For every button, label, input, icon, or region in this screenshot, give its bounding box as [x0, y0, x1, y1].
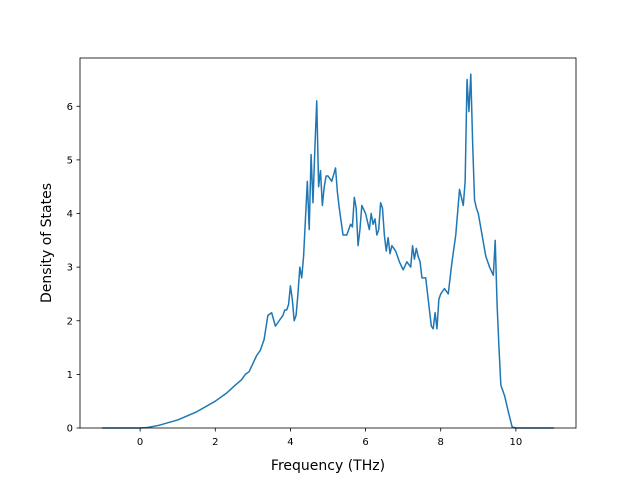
y-axis-ticks: 0 1 2 3 4 5 6 [67, 102, 80, 435]
y-tick-label: 3 [67, 263, 73, 274]
x-tick-label: 4 [287, 437, 293, 448]
y-axis-label: Density of States [39, 183, 55, 303]
x-axis-ticks: 0 2 4 6 8 10 [137, 428, 522, 448]
y-tick-label: 2 [67, 316, 73, 327]
y-tick-label: 0 [67, 424, 73, 435]
x-tick-label: 2 [212, 437, 218, 448]
plot-area [101, 73, 555, 429]
y-tick-label: 6 [67, 102, 73, 113]
x-tick-label: 0 [137, 437, 143, 448]
y-tick-label: 5 [67, 155, 73, 166]
x-axis-label: Frequency (THz) [271, 458, 385, 474]
x-tick-label: 10 [510, 437, 523, 448]
x-tick-label: 8 [438, 437, 444, 448]
x-tick-label: 6 [362, 437, 368, 448]
y-tick-label: 1 [67, 370, 73, 381]
axes-frame [79, 57, 577, 429]
y-tick-label: 4 [67, 209, 73, 220]
dos-line [101, 73, 555, 429]
